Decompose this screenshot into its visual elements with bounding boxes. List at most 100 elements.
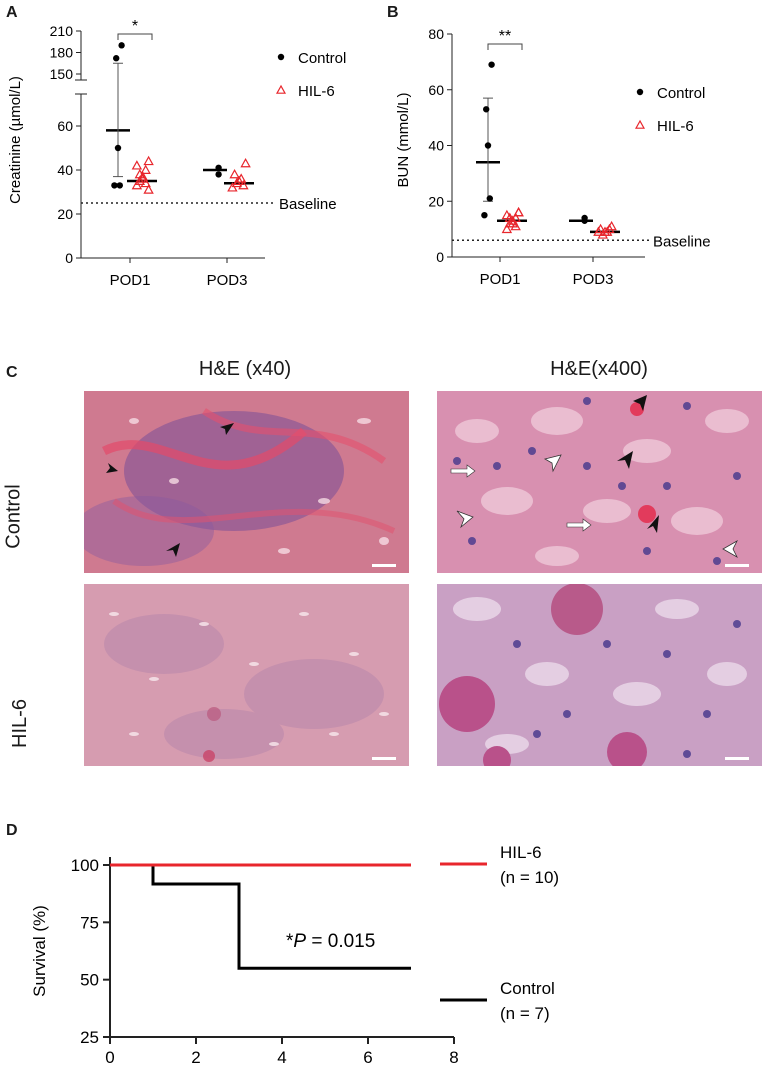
scale-bar (725, 757, 749, 760)
col-title-x40: H&E (x40) (198, 358, 292, 380)
axis-break (79, 80, 83, 94)
micrograph-control-x40 (84, 391, 409, 573)
y-tick-label: 100 (71, 856, 99, 875)
control-dot (118, 42, 125, 49)
hil6-triangle (140, 177, 151, 188)
control-dot (481, 211, 488, 219)
y-tick-label: 150 (50, 66, 74, 82)
control-dot (636, 88, 644, 96)
y-axis-label: Survival (%) (30, 905, 49, 997)
chart-a-creatinine: Creatinine (µmol/L) POD1 POD3 Baseline * Cont… (7, 18, 346, 289)
y-tick-label: 50 (80, 971, 99, 990)
legend-label: HIL-6 (298, 83, 335, 100)
legend-label: Control (657, 85, 705, 102)
control-dot (215, 164, 222, 171)
hil6-triangle (510, 220, 521, 231)
tissue-texture (84, 584, 409, 766)
control-dot (114, 144, 122, 152)
hil6-triangle (597, 229, 609, 239)
hil6-triangle (604, 223, 615, 234)
legend-label: HIL-6 (657, 118, 694, 135)
micrograph-hil6-x40 (84, 584, 409, 766)
tissue-texture (437, 391, 762, 573)
x-tick-label: 8 (449, 1048, 458, 1067)
x-tick-label: POD1 (480, 271, 521, 288)
baseline-label: Baseline (653, 233, 711, 250)
y-tick-label: 180 (50, 45, 74, 61)
x-tick-label: 6 (363, 1048, 372, 1067)
control-dot (488, 61, 495, 68)
y-tick-label: 25 (80, 1028, 99, 1047)
hil6-triangle (275, 84, 287, 94)
hil6-triangle (238, 179, 249, 190)
tissue-texture (437, 584, 762, 766)
y-tick-label: 20 (428, 193, 444, 209)
control-dot (111, 182, 118, 189)
y-tick-label: 40 (57, 162, 73, 178)
hil6-triangle (240, 157, 251, 168)
survival-line-control (110, 863, 411, 970)
y-axis-label: BUN (mmol/L) (395, 92, 412, 187)
y-tick-label: 210 (50, 23, 74, 39)
legend-label: Control (500, 979, 555, 998)
significance-bracket (487, 43, 523, 50)
hil6-triangle (235, 173, 247, 183)
micrograph-control-x400 (437, 391, 762, 573)
hil6-triangle (593, 226, 604, 236)
baseline-label: Baseline (279, 196, 337, 213)
x-tick-label: 2 (191, 1048, 200, 1067)
x-tick-label: 4 (277, 1048, 286, 1067)
micrograph-hil6-x400 (437, 584, 762, 766)
row-label-control: Control (2, 484, 25, 549)
hil6-triangle (513, 206, 524, 217)
x-tick-label: POD3 (573, 271, 614, 288)
hil6-triangle (131, 179, 143, 190)
hil6-triangle (501, 223, 513, 234)
control-dot (277, 53, 285, 61)
legend-label: Control (298, 50, 346, 67)
p-value-annotation: *P = 0.015 (286, 931, 375, 952)
legend-n: (n = 10) (500, 868, 559, 887)
col-title-x400: H&E(x400) (550, 358, 648, 380)
hil6-triangle (143, 184, 154, 194)
hil6-triangle (504, 218, 516, 228)
panel-letter-b: B (387, 4, 399, 21)
control-dot (581, 214, 588, 222)
control-dot (113, 55, 120, 62)
hil6-triangle (229, 168, 240, 179)
x-tick-label: POD3 (207, 272, 248, 289)
control-dot (484, 142, 492, 149)
hil6-triangle (231, 177, 243, 188)
legend-n: (n = 7) (500, 1004, 550, 1023)
y-tick-label: 20 (57, 206, 73, 222)
y-tick-label: 60 (57, 118, 73, 134)
hil6-triangle (131, 160, 143, 170)
y-tick-label: 80 (428, 26, 444, 42)
hil6-triangle (227, 182, 238, 192)
hil6-triangle (137, 171, 148, 181)
panel-letter-d: D (6, 822, 18, 839)
panel-letter-c: C (6, 364, 18, 381)
hil6-triangle (134, 175, 146, 185)
control-dot (486, 195, 493, 202)
control-dot (483, 106, 490, 113)
x-tick-label: 0 (105, 1048, 114, 1067)
y-tick-label: 75 (80, 913, 99, 932)
significance-star: * (132, 18, 138, 35)
hil6-triangle (140, 164, 151, 174)
y-tick-label: 0 (65, 250, 73, 266)
scale-bar (725, 564, 749, 567)
tissue-texture (84, 391, 409, 573)
y-axis-label: Creatinine (µmol/L) (7, 76, 24, 204)
legend-label: HIL-6 (500, 843, 542, 862)
scale-bar (372, 757, 396, 760)
significance-bracket (117, 33, 153, 40)
row-label-hil6: HIL-6 (8, 699, 31, 748)
hil6-triangle (233, 175, 245, 185)
y-tick-label: 40 (428, 138, 444, 154)
hil6-triangle (634, 119, 646, 129)
hil6-triangle (143, 155, 154, 166)
significance-star: ** (499, 28, 511, 45)
scale-bar (372, 564, 396, 567)
